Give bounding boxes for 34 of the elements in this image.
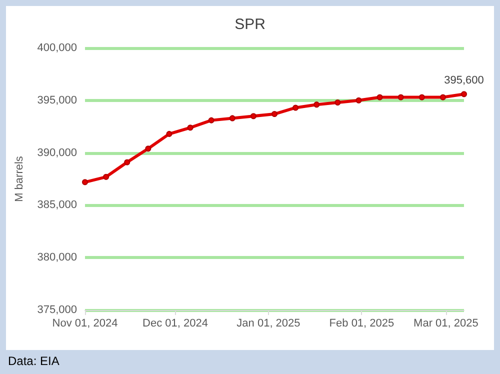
y-tick-label: 375,000 [37,304,77,316]
chart-title: SPR [234,16,266,33]
x-tick-label: Nov 01, 2024 [52,318,118,330]
x-tick-label: Mar 01, 2025 [414,318,478,330]
text: Data: EIA [8,354,60,368]
y-tick-label: 380,000 [37,252,77,264]
point [440,94,446,100]
point [314,102,320,108]
point [229,115,236,122]
point [103,174,110,180]
point [418,94,425,100]
point [187,124,194,131]
y-tick-label: 385,000 [37,199,77,212]
y-tick-label: 390,000 [37,146,77,159]
x-tick-label: Feb 01, 2025 [329,318,394,330]
point [166,130,172,137]
point [461,91,467,98]
point [356,97,362,104]
point [292,104,299,111]
x-tick-label: Jan 01, 2025 [236,318,300,330]
y-axis-title: M barrels [14,156,26,202]
point [82,179,88,186]
point [124,159,130,166]
x-tick-label: Dec 01, 2024 [142,318,208,330]
point [334,99,341,106]
point [272,111,278,118]
point [250,113,256,120]
y-tick-label: 400,000 [37,42,77,54]
data-label: 395,600 [444,74,484,87]
point [398,94,404,100]
point [145,146,152,152]
point [208,117,214,124]
point [376,94,383,100]
y-tick-label: 395,000 [37,94,77,106]
